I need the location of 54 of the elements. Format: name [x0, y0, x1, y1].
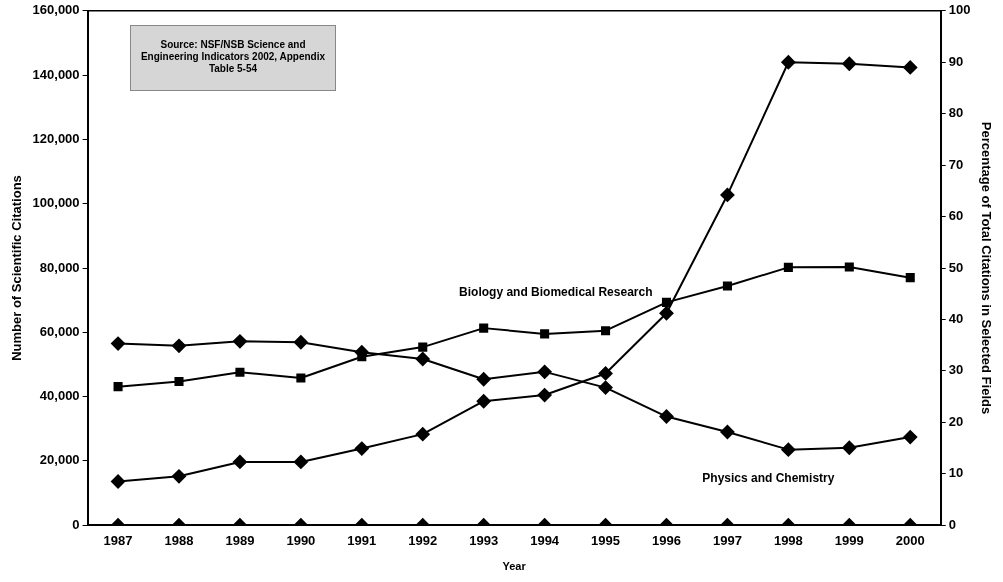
series-label: Physics and Chemistry	[702, 470, 835, 485]
y2-tick-label: 100	[948, 2, 971, 18]
x-tick-label: 1992	[408, 532, 438, 548]
point	[293, 454, 308, 469]
point	[598, 366, 613, 381]
y-tick-label: 120,000	[32, 130, 80, 146]
y2-tick-label: 30	[948, 362, 964, 378]
point	[476, 394, 491, 409]
y2-tick-label: 80	[948, 105, 964, 121]
y2-tick-label: 60	[948, 208, 964, 224]
x-axis-title: Year	[502, 560, 527, 573]
annotation: Source: NSF/NSB Science and Engineering Indicators 2002, Appendix Table 5-54	[139, 39, 327, 75]
x-tick-label: 1995	[591, 532, 621, 548]
y-tick-label: 140,000	[32, 66, 80, 82]
point	[659, 306, 674, 321]
x-tick-label: 1996	[652, 532, 681, 548]
point	[111, 474, 126, 489]
y2-tick-label: 70	[948, 156, 964, 172]
y-tick-label: 80,000	[39, 259, 80, 275]
y2-tick-label: 90	[948, 53, 964, 69]
y-axis-title: Number of Scientific Citations	[9, 175, 25, 361]
point	[720, 187, 735, 202]
point	[781, 55, 796, 70]
x-tick-label: 1997	[712, 532, 742, 548]
point	[415, 427, 430, 442]
point	[903, 60, 918, 75]
y2-tick-label: 20	[948, 413, 964, 429]
x-tick-label: 1988	[164, 532, 194, 548]
series-label: Biology and Biomedical Research	[459, 285, 653, 300]
x-tick-label: 1987	[103, 532, 133, 548]
x-tick-label: 1989	[225, 532, 255, 548]
x-tick-label: 1991	[347, 532, 377, 548]
y-tick-label: 20,000	[39, 452, 80, 468]
x-tick-label: 1990	[286, 532, 316, 548]
point	[537, 388, 552, 403]
x-tick-label: 1994	[530, 532, 560, 548]
x-tick-label: 2000	[895, 532, 925, 548]
x-tick-label: 1993	[469, 532, 499, 548]
x-tick-label: 1999	[834, 532, 864, 548]
y-tick-label: 60,000	[39, 323, 80, 339]
point	[232, 454, 247, 469]
y-tick-label: 100,000	[32, 195, 80, 211]
y-tick-label: 160,000	[32, 2, 80, 18]
y-tick-label: 40,000	[39, 388, 80, 404]
point	[842, 56, 857, 71]
x-tick-label: 1998	[773, 532, 803, 548]
y2-tick-label: 10	[948, 465, 964, 481]
y2-tick-label: 0	[948, 516, 956, 532]
y2-tick-label: 40	[948, 311, 964, 327]
point	[172, 469, 186, 484]
y-tick-label: 0	[72, 516, 80, 532]
point	[354, 441, 369, 456]
y2-tick-label: 50	[948, 259, 964, 275]
y2-axis-title: Percentage of Total Citations in Selected Fields	[978, 121, 994, 415]
